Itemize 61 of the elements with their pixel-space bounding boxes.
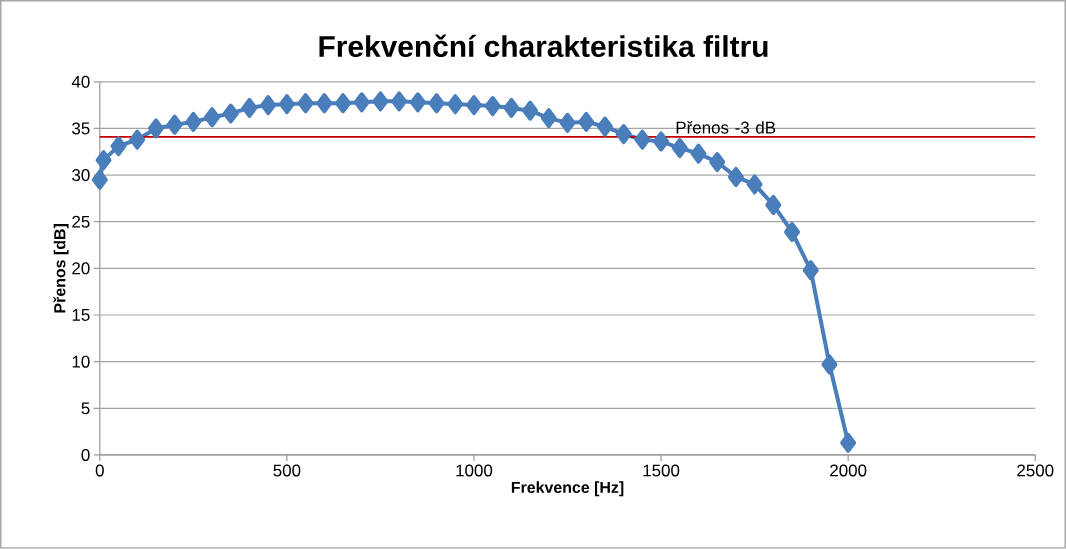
point (185, 112, 202, 133)
y-tick-label: 40 (71, 75, 90, 88)
point (840, 432, 857, 453)
point (690, 143, 707, 164)
point (110, 136, 127, 157)
y-tick-label: 35 (72, 122, 90, 135)
point (372, 91, 389, 112)
x-tick-label: 1500 (643, 464, 680, 477)
ref-line-label: Přenos -3 dB (676, 121, 776, 134)
point (653, 131, 670, 152)
point (709, 152, 726, 173)
point (821, 354, 838, 375)
y-tick-label: 5 (81, 402, 90, 415)
chart-title: Frekvenční charakteristika filtru (319, 34, 768, 58)
y-tick-label: 25 (72, 215, 90, 228)
x-tick-label: 2500 (1017, 464, 1054, 477)
point (484, 96, 501, 117)
y-tick-label: 10 (72, 355, 90, 368)
point (727, 167, 744, 188)
point (671, 138, 688, 159)
point (222, 103, 239, 124)
y-axis-title: Přenos [dB] (53, 224, 69, 313)
point (278, 94, 295, 115)
point (615, 124, 632, 145)
y-tick-label: 30 (72, 169, 90, 182)
x-tick-label: 500 (273, 464, 301, 477)
point (522, 100, 539, 121)
point (578, 112, 595, 133)
y-tick-label: 20 (72, 262, 90, 275)
point (204, 107, 221, 128)
x-axis-title: Frekvence [Hz] (511, 481, 624, 497)
point (297, 93, 314, 114)
point (447, 94, 464, 115)
point (465, 95, 482, 116)
point (316, 93, 333, 114)
point (391, 91, 408, 112)
y-tick-label: 15 (72, 309, 90, 322)
point (559, 112, 576, 133)
point (746, 174, 763, 195)
point (260, 95, 277, 116)
point (166, 114, 183, 135)
point (634, 129, 651, 150)
point (91, 169, 108, 190)
x-tick-label: 2000 (830, 464, 867, 477)
point (335, 93, 352, 114)
point (503, 98, 520, 119)
point (409, 92, 426, 113)
x-tick-label: 1000 (456, 464, 493, 477)
point (540, 108, 557, 129)
point (129, 129, 146, 150)
point (95, 150, 112, 171)
x-tick-label: 0 (95, 464, 104, 477)
point (784, 222, 801, 243)
point (596, 116, 613, 137)
y-tick-label: 0 (81, 449, 90, 462)
point (353, 92, 370, 113)
point (241, 98, 258, 119)
point (428, 93, 445, 114)
point (802, 260, 819, 281)
point (147, 118, 164, 139)
point (765, 195, 782, 216)
